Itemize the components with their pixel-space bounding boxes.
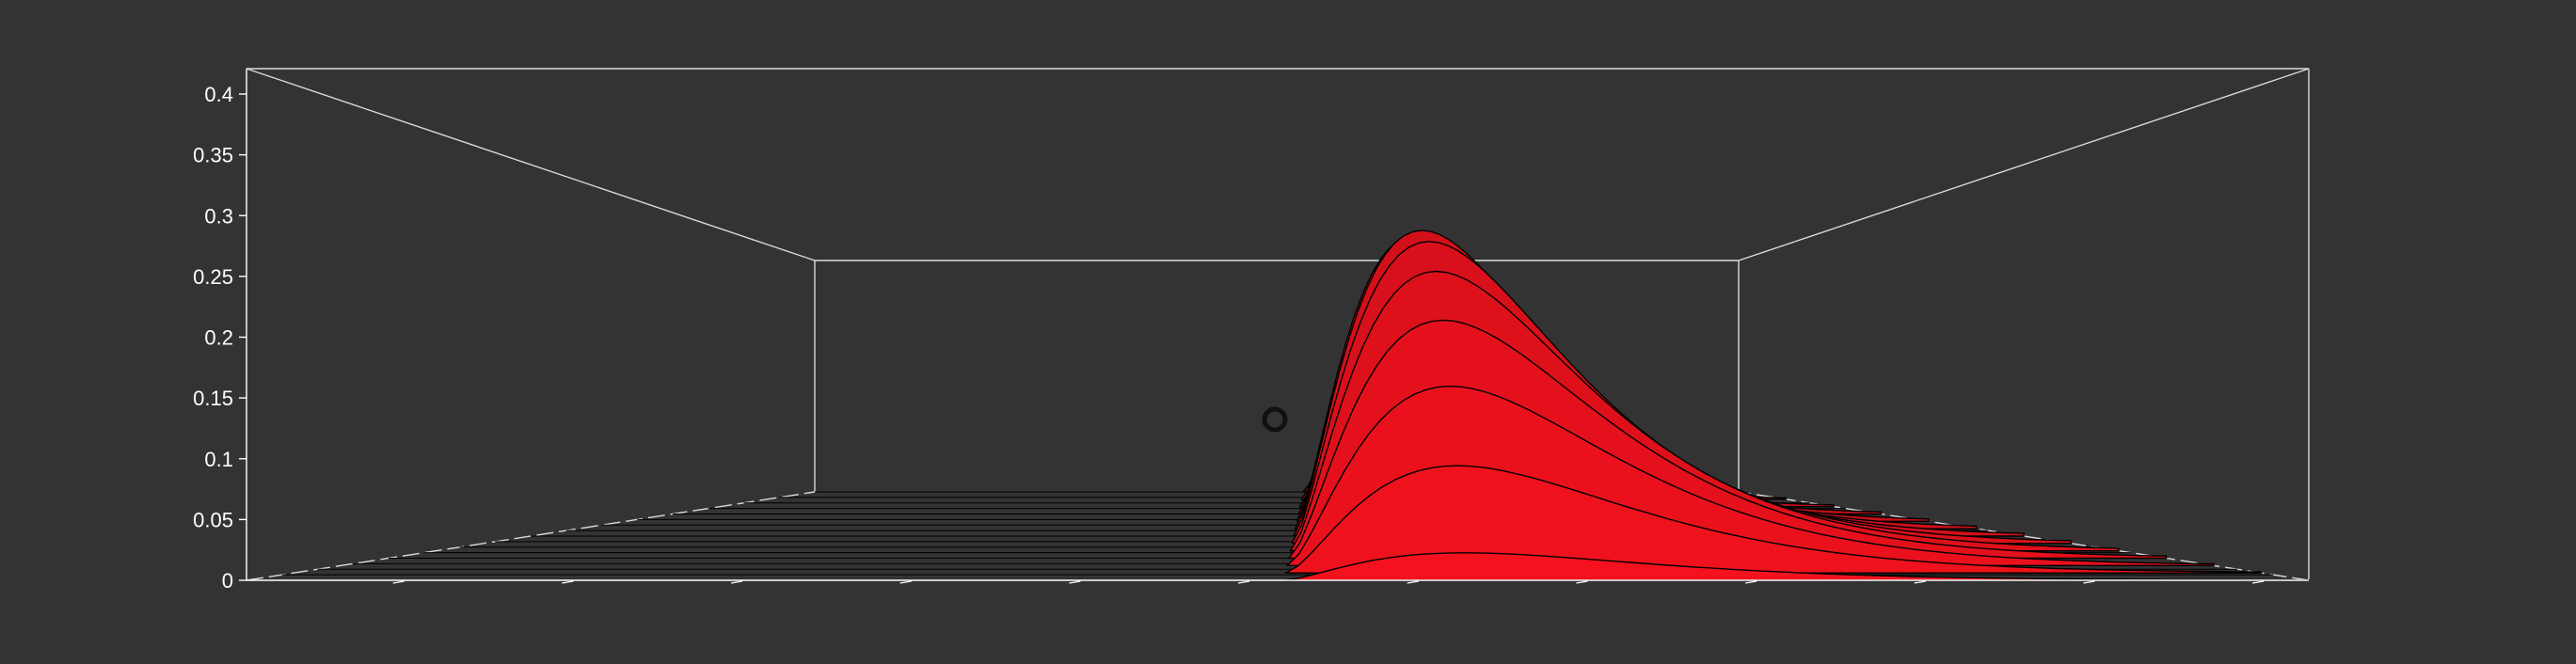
box-edge-top-left-diag [246,68,816,261]
x-tick [1576,580,1588,584]
x-tick [2251,580,2265,584]
x-tick [2083,580,2095,584]
z-tick-label: 0.3 [204,204,233,228]
z-tick-labels: 0 0.05 0.1 0.15 0.2 0.25 0.3 0.35 0.4 [193,83,246,593]
surface-ridge [1284,465,2263,575]
x-tick [562,580,574,584]
box-edge-top-right-diag [1738,68,2310,261]
x-tick [392,580,405,584]
circle-marker-icon[interactable] [1262,406,1288,433]
x-ticks [392,580,2265,584]
x-tick [1914,580,1926,584]
x-tick [899,580,912,584]
x-tick [1069,580,1081,584]
z-tick-label: 0.35 [193,144,233,167]
z-tick-label: 0 [222,569,233,593]
surface-ridges [1283,229,2310,581]
x-tick [1407,580,1419,584]
x-tick [1744,580,1757,584]
surface-ridge [1283,552,2310,581]
axes-box [246,68,2310,581]
z-tick-label: 0.05 [193,508,233,531]
x-tick [730,580,743,584]
z-tick-label: 0.2 [204,326,233,350]
z-tick-label: 0.25 [193,265,233,289]
z-tick-label: 0.1 [204,448,233,471]
z-tick-label: 0.15 [193,387,233,410]
x-tick [1237,580,1250,584]
z-tick-label: 0.4 [204,83,233,106]
